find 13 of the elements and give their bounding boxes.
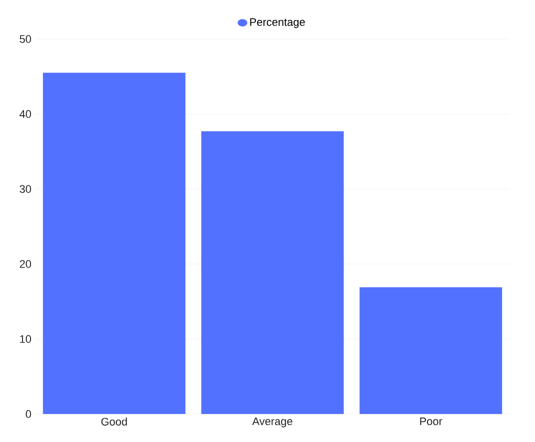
bar	[201, 131, 344, 414]
x-tick-label: Average	[252, 418, 292, 428]
y-tick-label: 0	[26, 410, 32, 418]
y-tick-label: 30	[20, 185, 32, 193]
y-tick-label: 20	[20, 260, 32, 268]
y-tick-label: 40	[20, 110, 32, 118]
y-tick-label: 50	[20, 35, 32, 43]
x-tick-label: Good	[101, 418, 127, 426]
bar	[360, 287, 502, 414]
y-tick-label: 10	[20, 335, 32, 343]
legend-label: Percentage	[250, 18, 305, 28]
x-tick-label: Poor	[420, 418, 442, 426]
bar	[42, 72, 186, 414]
